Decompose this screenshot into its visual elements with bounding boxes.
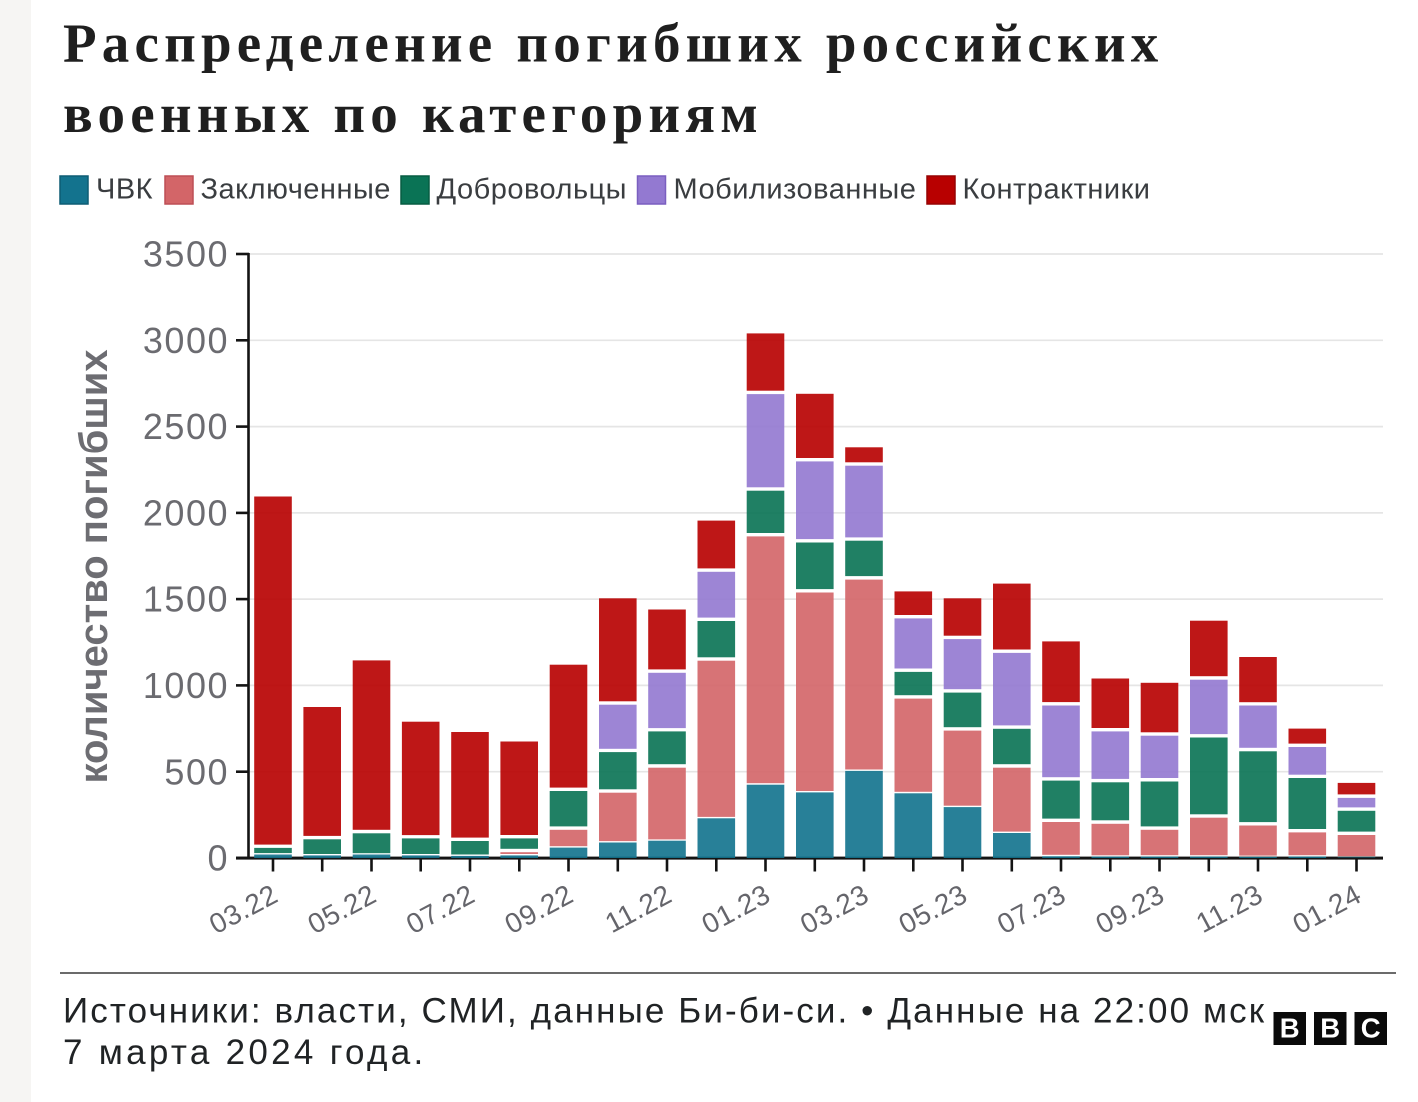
- svg-text:B: B: [1320, 1013, 1340, 1044]
- svg-text:военных по категориям: военных по категориям: [63, 83, 763, 144]
- svg-text:Контрактники: Контрактники: [963, 174, 1151, 206]
- svg-text:ЧВК: ЧВК: [96, 174, 153, 206]
- svg-text:Добровольцы: Добровольцы: [437, 174, 628, 206]
- svg-text:1000: 1000: [143, 665, 229, 706]
- svg-text:7 марта 2024 года.: 7 марта 2024 года.: [63, 1033, 427, 1072]
- svg-text:1500: 1500: [143, 579, 229, 620]
- svg-text:B: B: [1280, 1013, 1300, 1044]
- svg-text:Заключенные: Заключенные: [201, 174, 391, 206]
- svg-text:C: C: [1361, 1013, 1381, 1044]
- svg-text:3500: 3500: [143, 234, 229, 275]
- svg-text:0: 0: [207, 838, 229, 879]
- svg-text:Мобилизованные: Мобилизованные: [674, 174, 917, 206]
- svg-text:3000: 3000: [143, 320, 229, 361]
- svg-text:2000: 2000: [143, 493, 229, 534]
- svg-text:Источники: власти, СМИ, данные: Источники: власти, СМИ, данные Би-би-си.…: [63, 991, 1266, 1030]
- svg-text:количество погибших: количество погибших: [72, 349, 116, 783]
- svg-text:2500: 2500: [143, 406, 229, 447]
- svg-text:500: 500: [164, 751, 229, 792]
- svg-text:Распределение погибших российс: Распределение погибших российских: [63, 13, 1163, 74]
